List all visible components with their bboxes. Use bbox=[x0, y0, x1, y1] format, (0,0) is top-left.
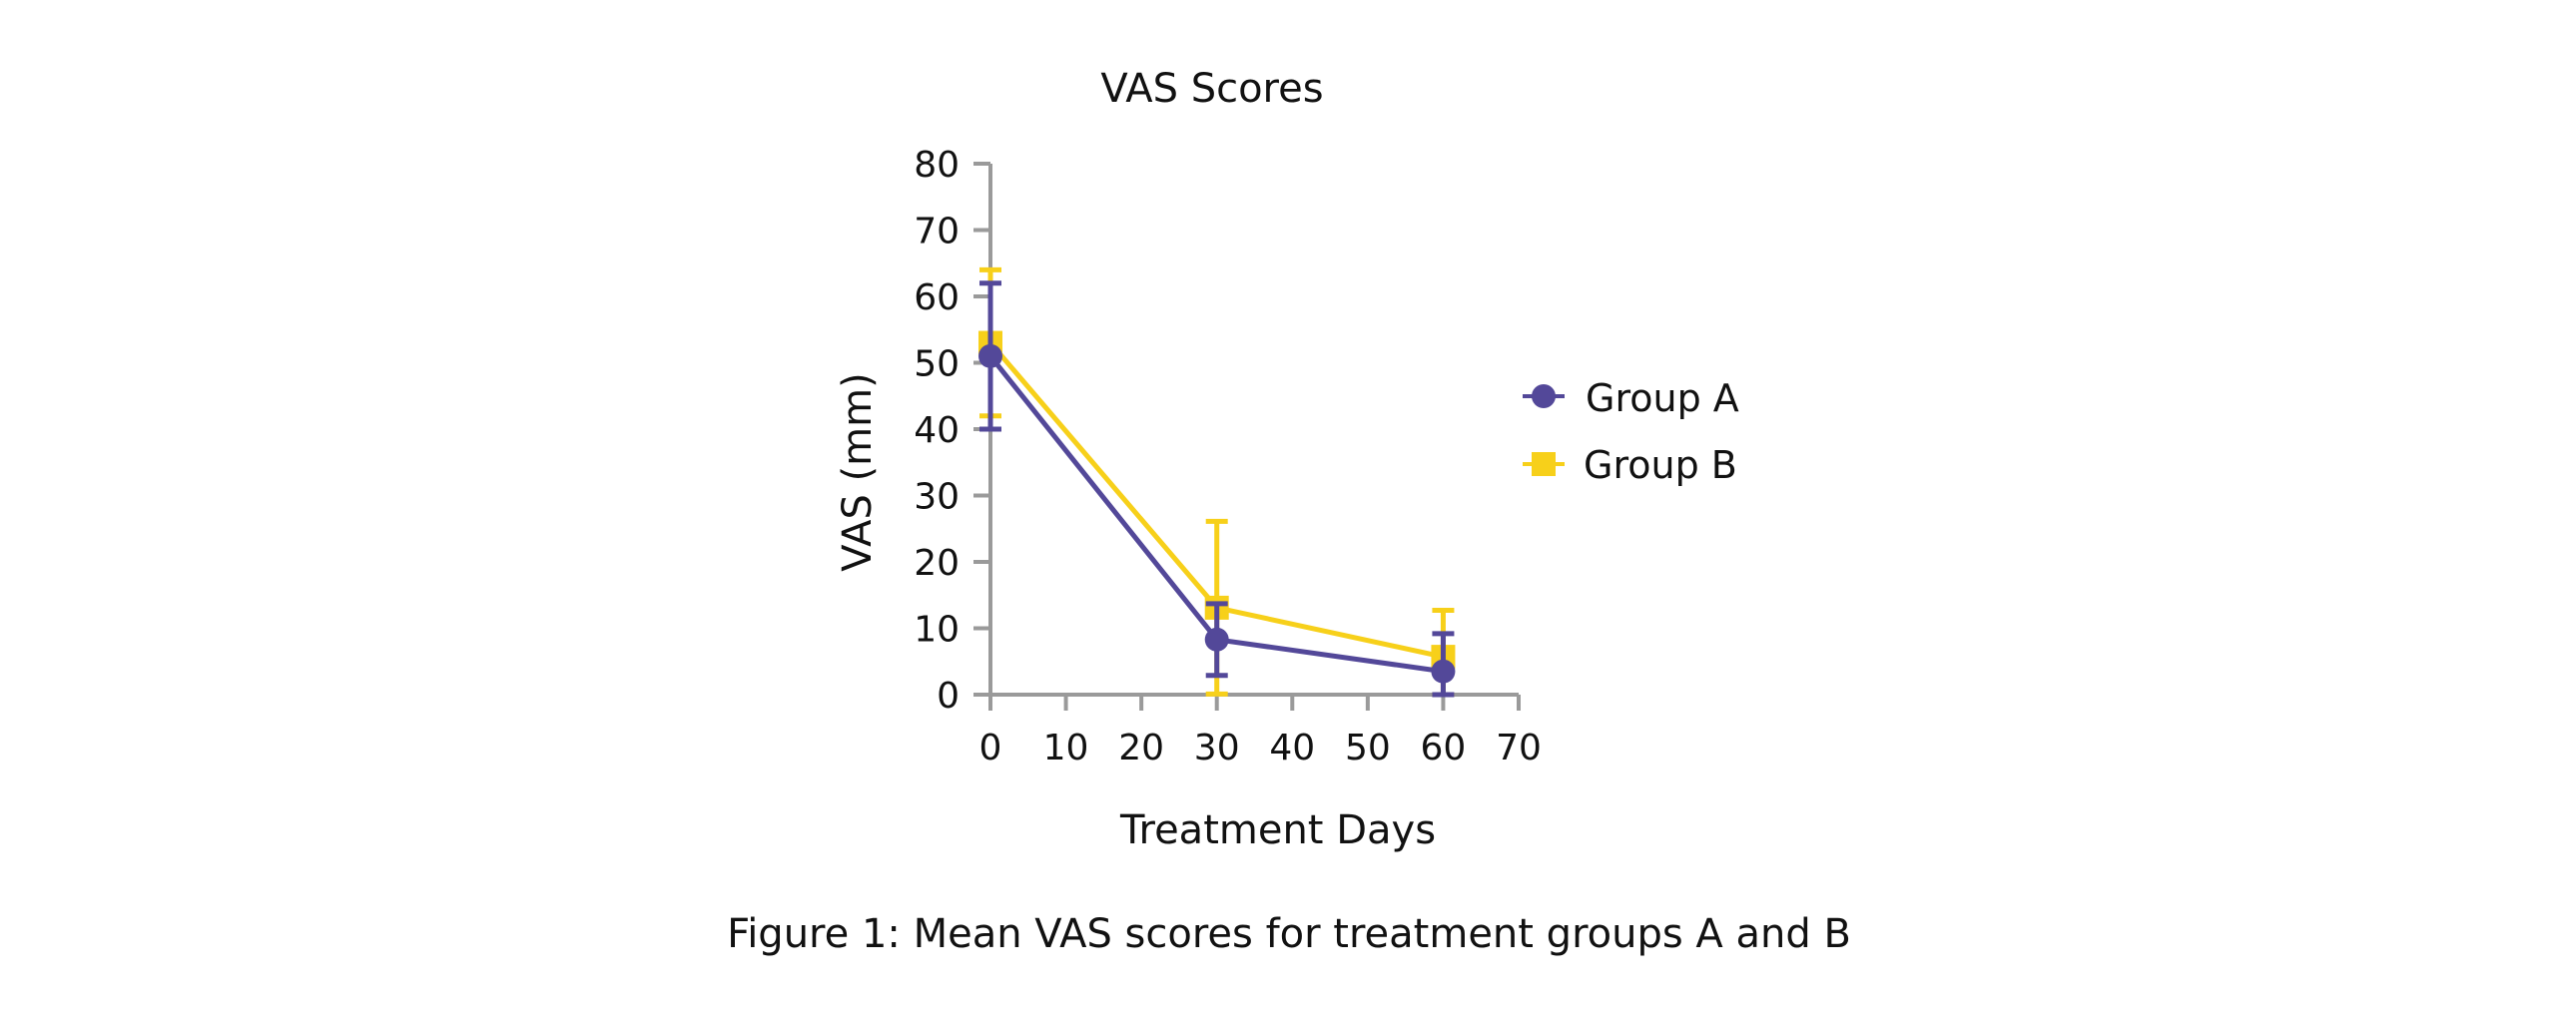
legend: Group A Group B bbox=[1523, 376, 1739, 487]
x-tick-label: 50 bbox=[1345, 728, 1391, 768]
y-tick-label: 40 bbox=[914, 410, 960, 451]
y-tick-label: 80 bbox=[914, 145, 960, 186]
data-point-group-a bbox=[1204, 627, 1229, 652]
x-tick-label: 60 bbox=[1421, 728, 1467, 768]
y-tick-label: 30 bbox=[914, 477, 960, 518]
x-axis-label: Treatment Days bbox=[1119, 807, 1436, 853]
y-tick-label: 70 bbox=[914, 212, 960, 253]
x-tick-label: 30 bbox=[1194, 728, 1240, 768]
legend-marker-square-icon bbox=[1532, 452, 1556, 476]
series-group-a bbox=[978, 280, 1456, 698]
x-tick-label: 0 bbox=[979, 728, 1002, 768]
y-axis-label: VAS (mm) bbox=[835, 372, 881, 571]
x-tick-label: 40 bbox=[1269, 728, 1315, 768]
data-point-group-a bbox=[978, 343, 1002, 368]
legend-label-group-a: Group A bbox=[1586, 376, 1739, 420]
x-tick-label: 20 bbox=[1118, 728, 1164, 768]
x-ticks: 0 10 20 30 40 50 60 70 bbox=[979, 695, 1542, 768]
x-tick-label: 70 bbox=[1496, 728, 1542, 768]
legend-item-group-b: Group B bbox=[1523, 443, 1737, 487]
y-tick-label: 50 bbox=[914, 344, 960, 385]
y-tick-label: 20 bbox=[914, 543, 960, 584]
legend-marker-circle-icon bbox=[1532, 384, 1556, 408]
figure-caption: Figure 1: Mean VAS scores for treatment … bbox=[727, 911, 1851, 957]
data-point-group-a bbox=[1431, 659, 1456, 684]
plot-series bbox=[978, 266, 1456, 698]
chart-title: VAS Scores bbox=[1100, 66, 1323, 112]
x-tick-label: 10 bbox=[1043, 728, 1089, 768]
y-ticks: 0 10 20 30 40 50 60 70 80 bbox=[914, 145, 990, 717]
y-tick-label: 0 bbox=[937, 676, 960, 717]
legend-item-group-a: Group A bbox=[1523, 376, 1739, 420]
legend-label-group-b: Group B bbox=[1584, 443, 1737, 487]
y-tick-label: 60 bbox=[914, 277, 960, 318]
y-tick-label: 10 bbox=[914, 610, 960, 651]
